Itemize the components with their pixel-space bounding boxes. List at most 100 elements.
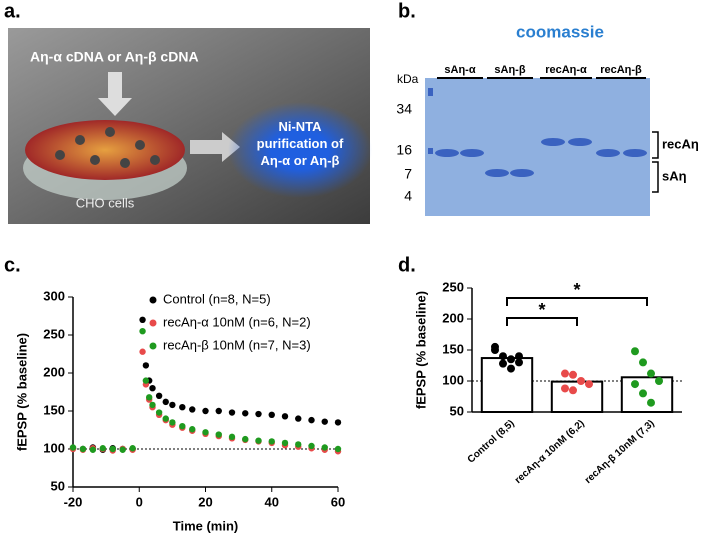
data-point — [631, 347, 639, 356]
marker-label: 16 — [396, 142, 412, 158]
significance-label: * — [538, 300, 545, 320]
data-point — [149, 401, 156, 409]
y-tick-label: 100 — [43, 440, 65, 455]
data-point — [321, 418, 328, 425]
y-tick-label: 300 — [43, 288, 65, 303]
x-tick-label: Control (8,5) — [466, 418, 517, 466]
data-point — [139, 328, 146, 335]
significance-label: * — [573, 280, 580, 300]
data-point — [242, 410, 249, 417]
data-point — [189, 426, 196, 433]
data-point — [507, 364, 515, 373]
data-point — [242, 435, 249, 443]
input-label: Aη-α cDNA or Aη-β cDNA — [30, 49, 199, 65]
data-point — [569, 370, 577, 379]
data-point — [142, 362, 150, 369]
data-point — [647, 369, 655, 378]
legend-marker — [149, 296, 157, 304]
lane-label: sAη-α — [444, 64, 475, 76]
data-point — [321, 444, 328, 451]
data-point — [149, 385, 156, 392]
y-tick-label: 200 — [43, 364, 65, 379]
y-tick-label: 100 — [442, 372, 464, 387]
marker-label: 4 — [404, 188, 412, 204]
data-point — [308, 416, 315, 424]
data-point — [561, 369, 569, 378]
data-point — [162, 398, 169, 406]
panel-label: c. — [4, 254, 21, 276]
data-point — [308, 442, 315, 450]
output-label: Ni-NTA purification of Aη-α or Aη-β — [256, 119, 344, 168]
data-point — [577, 377, 585, 385]
data-point — [647, 398, 655, 407]
panel-label: d. — [398, 254, 416, 276]
data-point — [69, 444, 77, 451]
bracket-label: sAη — [662, 168, 687, 183]
data-point — [215, 407, 222, 415]
unit-label: kDa — [397, 72, 419, 86]
data-point — [119, 446, 126, 453]
data-point — [334, 445, 342, 453]
stain-label: coomassie — [516, 22, 604, 41]
data-point — [499, 352, 507, 361]
data-point — [202, 429, 209, 436]
data-point — [139, 316, 146, 323]
data-point — [179, 423, 186, 430]
data-point — [507, 355, 515, 364]
y-tick-label: 250 — [442, 279, 464, 294]
data-point — [515, 352, 523, 361]
x-tick-label: 40 — [265, 494, 279, 509]
data-point — [228, 409, 236, 416]
data-point — [79, 445, 87, 453]
bar — [620, 376, 674, 413]
data-point — [631, 380, 639, 389]
data-point — [655, 377, 663, 385]
data-point — [189, 406, 196, 413]
data-point — [255, 410, 262, 418]
output-box: Ni-NTA purification of Aη-α or Aη-β — [256, 119, 344, 168]
x-tick-label: recAη-α 10nM (6,2) — [513, 418, 587, 486]
x-axis-label: Time (min) — [173, 518, 239, 533]
data-point — [169, 401, 176, 409]
x-tick-label: 60 — [331, 494, 345, 509]
y-axis-label: fEPSP (% baseline) — [14, 333, 29, 451]
x-tick-label: 0 — [136, 494, 143, 509]
x-tick-label: 20 — [198, 494, 212, 509]
gel-bands — [428, 88, 647, 177]
data-point — [99, 445, 107, 452]
data-point — [639, 389, 647, 398]
data-point — [169, 419, 176, 426]
y-tick-label: 200 — [442, 310, 464, 325]
legend-label: recAη-β 10nM (n=7, N=3) — [163, 337, 311, 352]
y-tick-label: 150 — [442, 341, 464, 356]
data-point — [179, 404, 186, 411]
data-point — [268, 438, 275, 445]
gel — [425, 78, 650, 216]
dish — [25, 120, 185, 180]
significance-bracket — [506, 317, 578, 326]
data-point — [228, 433, 236, 441]
arrow — [108, 72, 122, 98]
x-tick-label: -20 — [64, 494, 83, 509]
legend-label: recAη-α 10nM (n=6, N=2) — [163, 314, 311, 329]
data-point — [491, 342, 499, 351]
data-point — [155, 392, 163, 399]
data-point — [145, 394, 153, 401]
bar — [480, 357, 534, 413]
data-point — [162, 415, 169, 422]
data-point — [569, 386, 577, 395]
y-tick-label: 50 — [51, 478, 65, 493]
data-point — [295, 415, 302, 422]
legend-marker — [149, 342, 157, 350]
brackets — [652, 131, 659, 193]
arrow — [98, 98, 132, 116]
bar — [550, 380, 604, 413]
y-tick-label: 250 — [43, 326, 65, 341]
data-point — [281, 439, 289, 447]
data-point — [202, 407, 209, 415]
cells-label: CHO cells — [76, 195, 135, 210]
panel-label: a. — [4, 0, 21, 22]
significance-bracket — [506, 297, 648, 306]
data-point — [561, 384, 569, 393]
